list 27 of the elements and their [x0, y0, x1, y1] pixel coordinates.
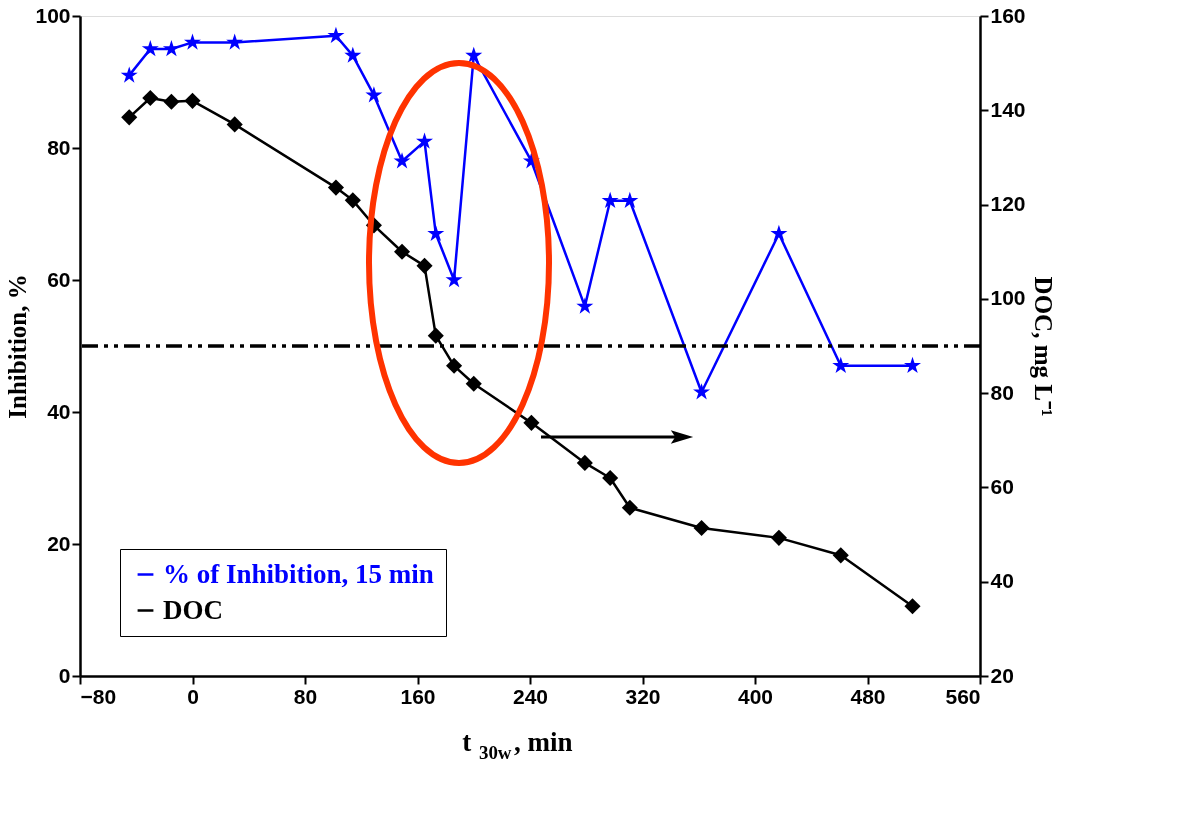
x-tick-label: 80 — [293, 684, 318, 708]
y-tick-label: 0 — [58, 663, 71, 687]
y2-tick-label: 100 — [990, 286, 1026, 310]
x-tick-label: 240 — [512, 684, 549, 708]
y-tick-label: 60 — [47, 267, 71, 291]
x-tick-label: −80 — [80, 684, 117, 708]
x-tick-label: 400 — [737, 684, 774, 708]
x-tick-label: 320 — [625, 684, 661, 708]
y-tick-label: 80 — [47, 135, 71, 159]
y-tick-label: 40 — [47, 399, 71, 423]
y2-tick-label: 80 — [990, 380, 1014, 404]
y2-tick-label: 40 — [990, 569, 1014, 593]
y2-tick-label: 120 — [990, 192, 1026, 216]
y-tick-label: 20 — [47, 531, 71, 555]
y2-tick-label: 60 — [990, 474, 1014, 498]
x-tick-label: 160 — [400, 684, 436, 708]
x-tick-label: 0 — [187, 684, 199, 708]
y2-tick-label: 140 — [990, 97, 1026, 121]
y2-axis-title: DOC, mg L⁻¹ — [1029, 276, 1057, 417]
x-tick-label: 560 — [945, 684, 981, 708]
y-tick-label: 100 — [35, 3, 71, 27]
y2-tick-label: 20 — [990, 663, 1014, 687]
y-axis-title: Inhibition, % — [4, 274, 32, 419]
legend-label: DOC — [163, 594, 223, 625]
x-tick-label: 480 — [850, 684, 886, 708]
y2-tick-label: 160 — [990, 3, 1026, 27]
legend-label: % of Inhibition, 15 min — [163, 558, 434, 589]
